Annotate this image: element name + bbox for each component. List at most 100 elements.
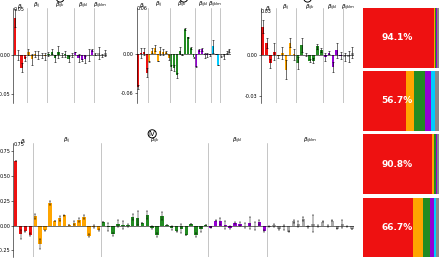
Text: 0.03: 0.03: [261, 9, 272, 14]
Bar: [141, 223, 144, 226]
Bar: [84, 55, 86, 60]
Bar: [81, 55, 83, 60]
Bar: [292, 54, 295, 55]
Bar: [435, 8, 436, 68]
Text: III: III: [342, 160, 349, 169]
Text: $\beta_i$: $\beta_i$: [20, 137, 26, 146]
Bar: [146, 215, 149, 226]
Text: 90.8%: 90.8%: [381, 160, 412, 169]
Bar: [265, 43, 268, 55]
Bar: [74, 52, 76, 55]
Bar: [277, 55, 280, 56]
Text: $\beta_{ijkl}$: $\beta_{ijkl}$: [78, 1, 89, 11]
Bar: [112, 226, 115, 235]
Bar: [296, 55, 299, 63]
Bar: [434, 134, 435, 194]
Bar: [437, 134, 439, 194]
Text: III: III: [305, 0, 311, 1]
Bar: [57, 52, 60, 55]
Text: I: I: [59, 0, 61, 1]
Bar: [285, 55, 288, 70]
Bar: [331, 55, 334, 67]
Bar: [292, 221, 295, 226]
Bar: [406, 71, 414, 131]
Bar: [39, 226, 42, 244]
Bar: [273, 52, 276, 55]
Bar: [343, 55, 346, 57]
Bar: [258, 223, 261, 226]
Text: IV: IV: [149, 131, 155, 137]
Bar: [146, 55, 148, 73]
Bar: [64, 54, 66, 55]
Bar: [331, 220, 334, 226]
Bar: [148, 55, 150, 62]
Text: 0.75: 0.75: [13, 142, 24, 147]
Bar: [350, 226, 354, 229]
Bar: [193, 55, 194, 57]
Bar: [104, 53, 106, 55]
Bar: [27, 52, 30, 55]
Bar: [78, 55, 80, 58]
Bar: [198, 50, 200, 55]
Text: $\beta_{ij}$: $\beta_{ij}$: [63, 136, 71, 146]
Bar: [121, 225, 124, 226]
Bar: [289, 43, 291, 55]
Bar: [91, 50, 93, 55]
Bar: [321, 222, 324, 226]
Text: 94.1%: 94.1%: [381, 33, 412, 42]
Bar: [24, 226, 27, 231]
Bar: [233, 223, 237, 226]
Bar: [184, 29, 186, 55]
Bar: [173, 55, 175, 68]
Bar: [269, 55, 272, 63]
Bar: [43, 226, 47, 230]
Bar: [434, 198, 436, 257]
Bar: [162, 52, 164, 55]
Bar: [316, 46, 319, 55]
Bar: [175, 226, 178, 231]
Bar: [437, 8, 439, 68]
Bar: [170, 226, 173, 228]
Bar: [171, 55, 172, 67]
Bar: [209, 226, 212, 228]
Bar: [436, 198, 439, 257]
Bar: [248, 223, 251, 226]
Bar: [287, 226, 290, 232]
Text: II: II: [182, 0, 186, 1]
Text: $\beta_{ijklm}$: $\beta_{ijklm}$: [303, 136, 318, 146]
Bar: [190, 48, 192, 55]
Bar: [137, 55, 140, 87]
Bar: [320, 50, 323, 55]
Bar: [157, 55, 159, 61]
Bar: [223, 55, 225, 57]
Bar: [58, 218, 61, 226]
Bar: [78, 220, 81, 226]
Bar: [435, 71, 439, 131]
Text: $\beta_{ijkl}$: $\beta_{ijkl}$: [327, 2, 338, 12]
Text: II: II: [345, 96, 349, 106]
Bar: [48, 203, 51, 226]
Bar: [282, 226, 285, 227]
Bar: [220, 55, 222, 56]
Bar: [436, 8, 437, 68]
Text: $\beta_{ijk}$: $\beta_{ijk}$: [304, 2, 315, 12]
Bar: [229, 50, 230, 55]
Bar: [82, 217, 85, 226]
Bar: [140, 53, 142, 55]
Bar: [47, 54, 50, 55]
Bar: [54, 55, 56, 58]
Bar: [312, 55, 315, 61]
Text: $\beta_{ijk}$: $\beta_{ijk}$: [55, 1, 65, 11]
Bar: [187, 37, 189, 55]
Bar: [363, 198, 413, 257]
Bar: [165, 53, 167, 55]
Text: $\beta_{ijkl}$: $\beta_{ijkl}$: [232, 136, 243, 146]
Text: $\beta_{ij}$: $\beta_{ij}$: [282, 2, 290, 12]
Bar: [435, 134, 437, 194]
Bar: [194, 226, 198, 236]
Bar: [34, 216, 37, 226]
Bar: [204, 225, 207, 226]
Bar: [199, 226, 202, 229]
Text: $\beta_{ijklm}$: $\beta_{ijklm}$: [208, 0, 223, 10]
Text: $\beta_{ijklm}$: $\beta_{ijklm}$: [342, 2, 356, 12]
